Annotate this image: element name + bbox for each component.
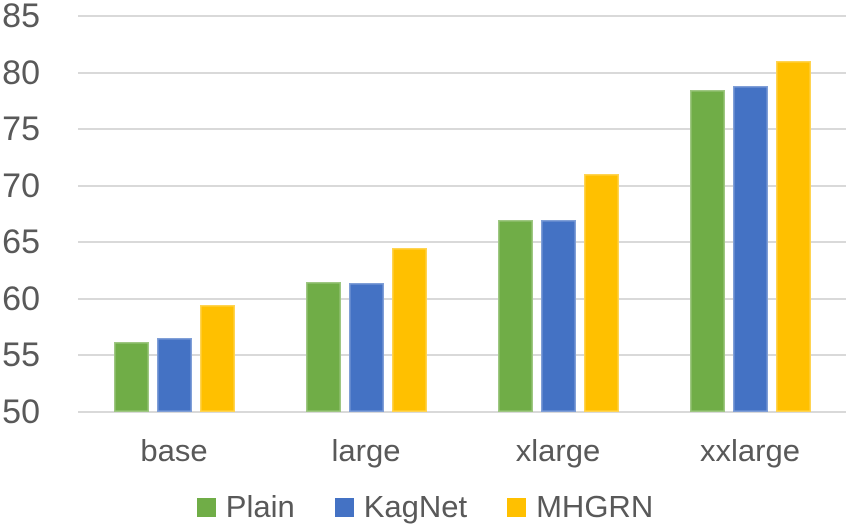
bar-plain-xlarge: [497, 219, 533, 412]
y-tick-label-75: 75: [2, 110, 40, 149]
x-tick-label-xlarge: xlarge: [515, 433, 601, 468]
bar-kagnet-xlarge: [540, 219, 576, 412]
bar-mhgrn-base: [199, 304, 235, 412]
y-tick-label-55: 55: [2, 336, 40, 375]
legend-item-kagnet: KagNet: [334, 489, 468, 525]
bar-kagnet-base: [156, 338, 192, 412]
legend-label: KagNet: [363, 489, 468, 524]
legend: Plain KagNet MHGRN: [0, 486, 850, 528]
bar-group-large: [270, 16, 462, 412]
bar-group-base: [78, 16, 270, 412]
legend-swatch-icon: [507, 497, 527, 517]
gridline-85: [78, 15, 846, 17]
y-tick-label-50: 50: [2, 393, 40, 431]
legend-swatch-icon: [334, 497, 354, 517]
y-tick-label-65: 65: [2, 223, 40, 262]
legend-label: MHGRN: [536, 489, 654, 524]
x-tick-label-large: large: [331, 433, 401, 468]
plot-area: [78, 15, 846, 413]
bar-mhgrn-xlarge: [583, 174, 619, 412]
y-tick-label-80: 80: [2, 53, 40, 92]
gridline-80: [78, 71, 846, 74]
bar-group-xxlarge: [654, 16, 846, 412]
legend-label: Plain: [225, 489, 295, 524]
bar-plain-xxlarge: [689, 89, 725, 412]
x-tick-label-base: base: [140, 433, 208, 468]
gridline-55: [78, 354, 846, 357]
bar-kagnet-large: [348, 283, 384, 412]
bar-plain-base: [113, 341, 149, 412]
legend-item-plain: Plain: [196, 489, 295, 525]
gridline-65: [78, 241, 846, 244]
x-axis: base large xlarge xxlarge: [78, 430, 846, 472]
gridline-50: [78, 411, 846, 413]
bar-mhgrn-large: [391, 247, 427, 412]
y-axis: 50 55 60 65 70 75 80 85: [0, 0, 44, 440]
gridline-60: [78, 297, 846, 300]
bar-plain-large: [305, 281, 341, 412]
legend-swatch-icon: [196, 497, 216, 517]
x-tick-label-xxlarge: xxlarge: [700, 433, 800, 468]
legend-item-mhgrn: MHGRN: [507, 489, 653, 525]
gridline-75: [78, 128, 846, 131]
bar-group-xlarge: [462, 16, 654, 412]
y-tick-label-85: 85: [2, 0, 40, 35]
y-tick-label-60: 60: [2, 279, 40, 318]
gridline-70: [78, 184, 846, 187]
bar-mhgrn-xxlarge: [775, 61, 811, 412]
bar-kagnet-xxlarge: [732, 86, 768, 412]
y-tick-label-70: 70: [2, 166, 40, 205]
